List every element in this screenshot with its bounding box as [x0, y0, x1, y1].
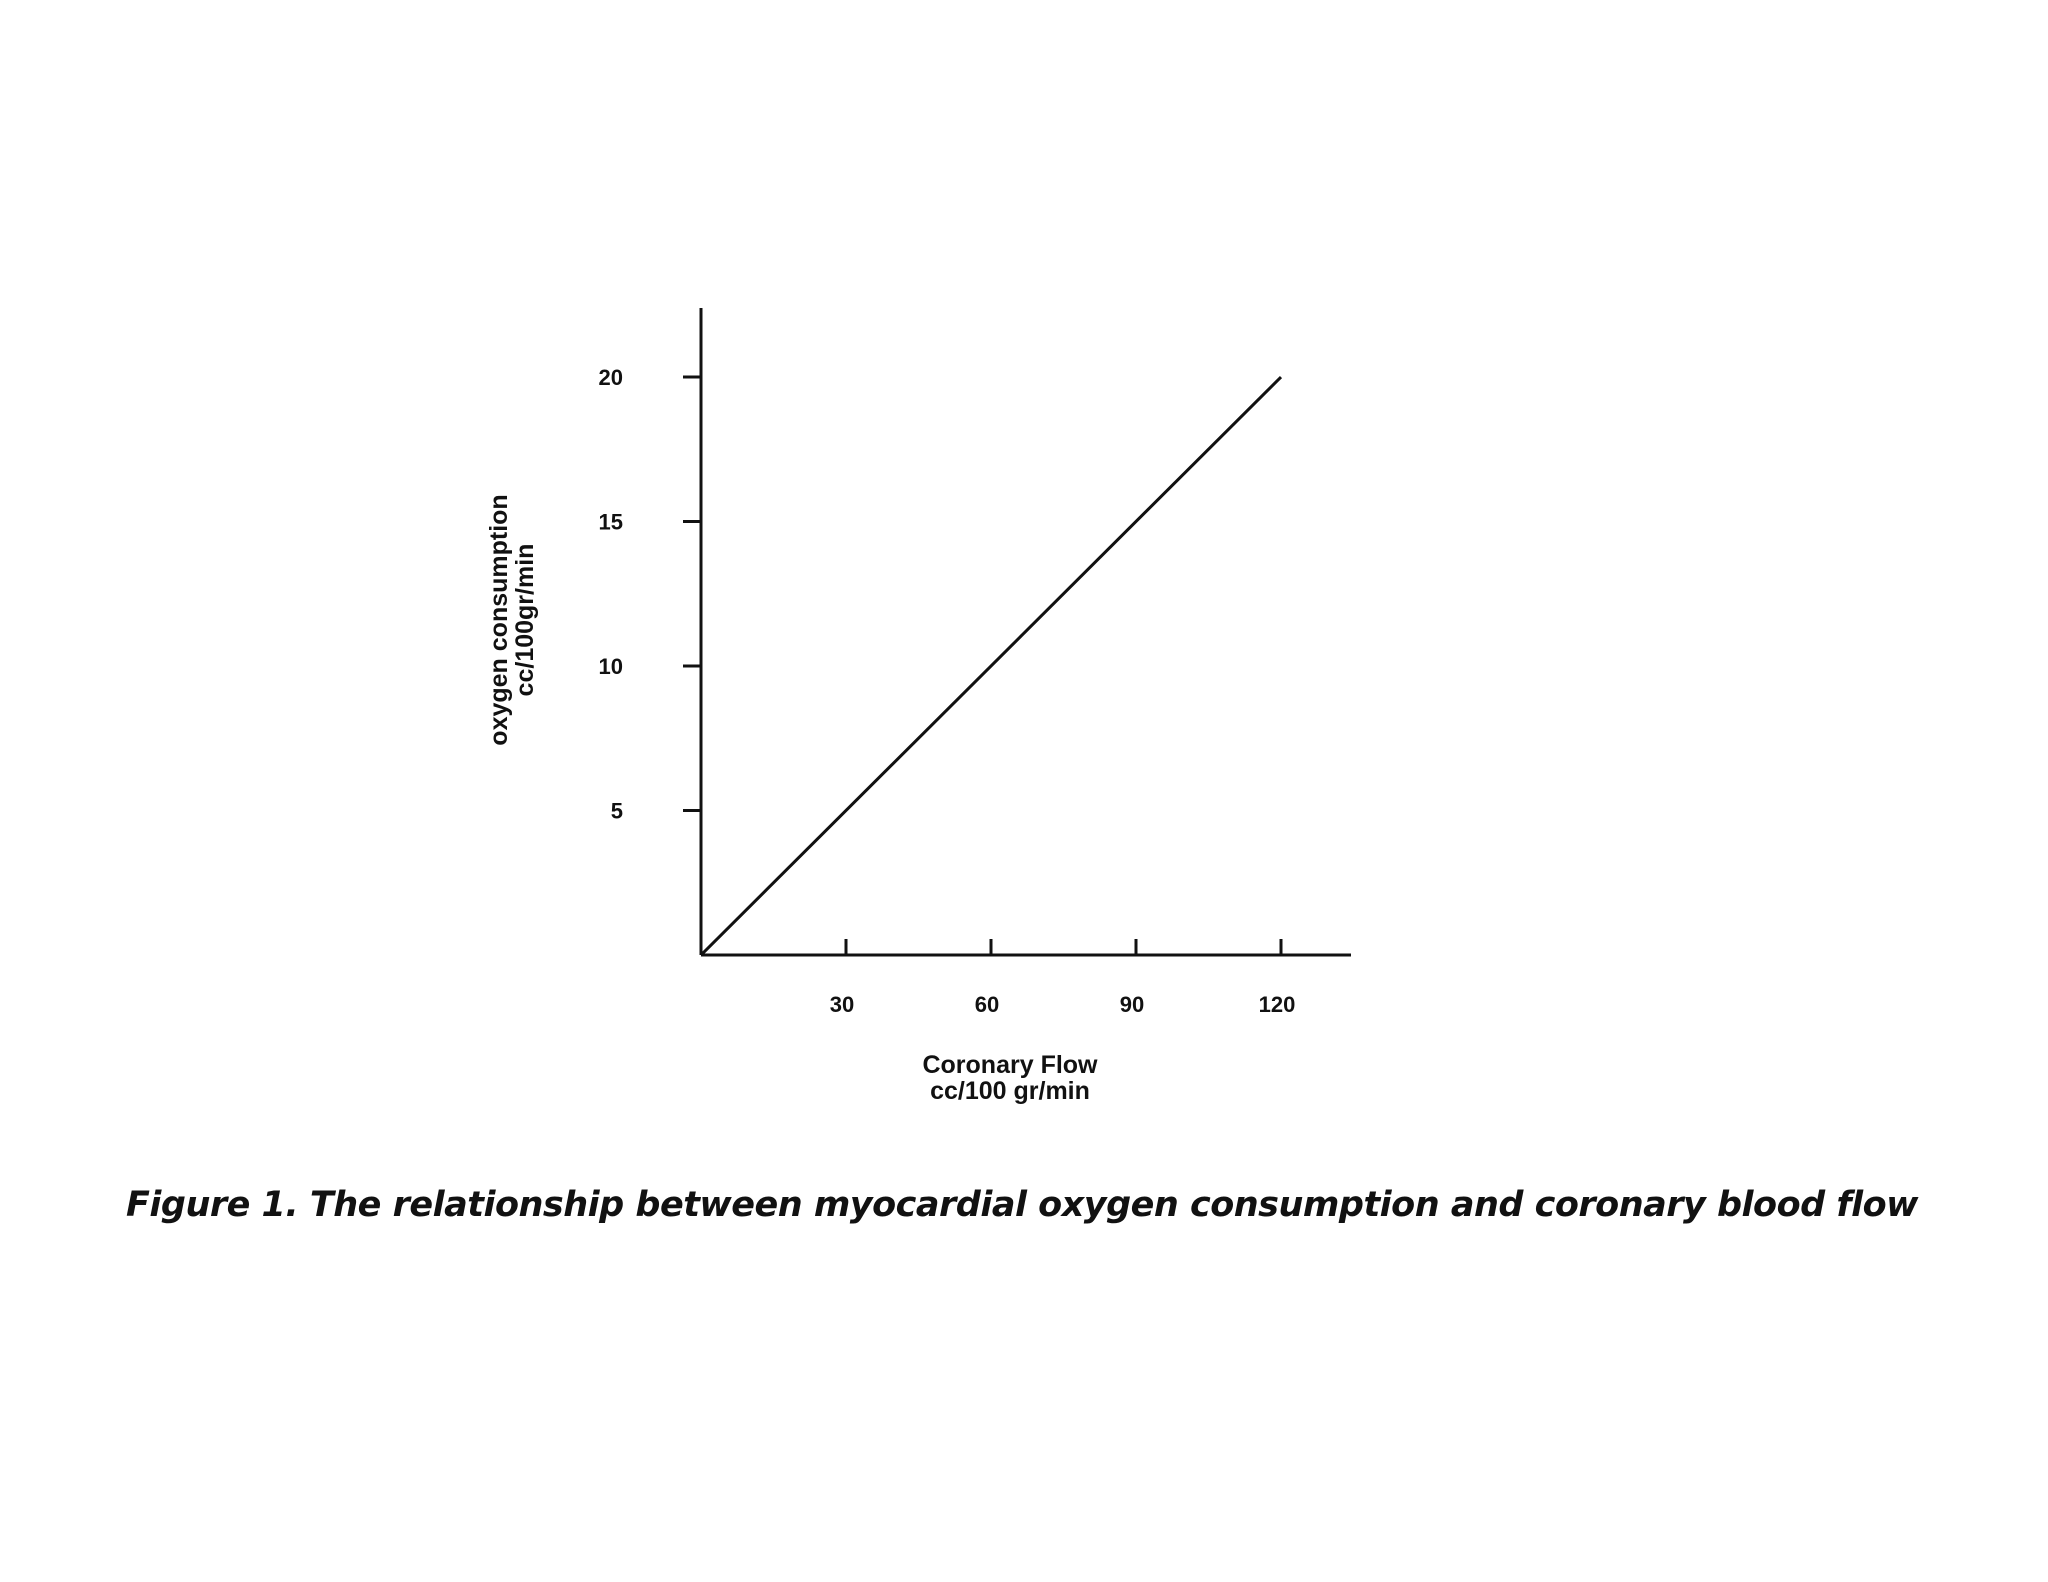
y-axis-title-line: oxygen consumption [485, 494, 513, 745]
y-tick-label: 10 [599, 654, 623, 679]
y-tick-label: 15 [599, 510, 623, 535]
figure-caption: Figure 1. The relationship between myoca… [126, 1185, 1918, 1225]
y-axis-title-line: cc/100gr/min [511, 544, 539, 697]
y-tick-label: 20 [599, 365, 623, 390]
x-tick-label: 90 [1120, 992, 1144, 1017]
x-axis-title-line: Coronary Flow [922, 1051, 1098, 1079]
x-axis-title-line: cc/100 gr/min [930, 1077, 1090, 1105]
series-line [699, 375, 1283, 957]
x-tick-label: 60 [975, 992, 999, 1017]
ticks: 30 60 90 120 5 10 15 20 [599, 365, 1296, 1017]
x-tick-label: 30 [830, 992, 854, 1017]
axes [699, 308, 1351, 957]
x-tick-label: 120 [1259, 992, 1296, 1017]
y-tick-label: 5 [611, 799, 623, 824]
series [699, 375, 1283, 957]
